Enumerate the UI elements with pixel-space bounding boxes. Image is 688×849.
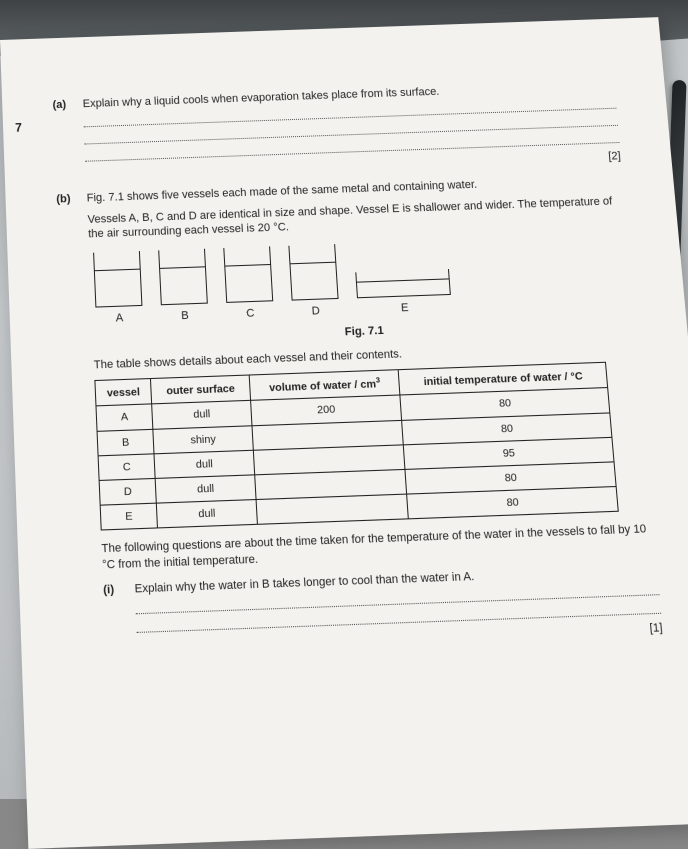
- water-level: [95, 269, 142, 307]
- water-level: [357, 279, 450, 298]
- vessel-a: A: [93, 251, 143, 327]
- table-cell: dull: [155, 475, 256, 503]
- vessel-d: D: [288, 244, 339, 320]
- table-header-cell: vessel: [95, 378, 152, 406]
- table-header-cell: outer surface: [151, 375, 251, 405]
- table-cell: B: [97, 429, 154, 456]
- vessel-box: [93, 251, 142, 308]
- part-a-body: Explain why a liquid cools when evaporat…: [82, 79, 621, 183]
- vessel-e: E: [355, 269, 452, 318]
- water-level: [160, 267, 207, 305]
- exam-paper: 7 (a) Explain why a liquid cools when ev…: [0, 17, 688, 849]
- figure-vessels-row: A B C D E: [89, 234, 634, 328]
- table-cell: C: [98, 454, 155, 481]
- table-cell: dull: [154, 450, 254, 478]
- part-b: (b) Fig. 7.1 shows five vessels each mad…: [56, 172, 663, 658]
- vessel-b: B: [158, 249, 209, 325]
- vessel-box: [355, 269, 451, 298]
- vessel-label: B: [181, 309, 189, 325]
- question-number: 7: [15, 119, 22, 136]
- table-cell: dull: [152, 401, 252, 429]
- part-a: (a) Explain why a liquid cools when evap…: [52, 79, 621, 184]
- part-a-label: (a): [52, 97, 78, 183]
- table-cell: A: [96, 404, 153, 431]
- table-cell: shiny: [153, 425, 253, 453]
- table-cell: D: [99, 478, 156, 505]
- water-level: [225, 264, 272, 302]
- vessel-label: C: [246, 306, 255, 322]
- table-cell: E: [100, 503, 158, 530]
- vessel-label: E: [400, 301, 409, 317]
- vessel-c: C: [223, 247, 274, 323]
- part-b-body: Fig. 7.1 shows five vessels each made of…: [86, 172, 663, 657]
- sub-part-i: (i) Explain why the water in B takes lon…: [103, 562, 663, 656]
- vessel-label: A: [115, 311, 123, 327]
- table-cell: [256, 494, 409, 524]
- vessel-label: D: [311, 304, 320, 320]
- vessel-box: [223, 247, 273, 304]
- vessel-box: [288, 244, 338, 301]
- sub-i-label: (i): [103, 582, 129, 657]
- table-cell: dull: [157, 500, 258, 529]
- vessel-box: [158, 249, 208, 306]
- sub-i-body: Explain why the water in B takes longer …: [134, 562, 663, 655]
- water-level: [290, 262, 337, 300]
- vessel-table: vesselouter surfacevolume of water / cm3…: [94, 361, 619, 530]
- table-body: Adull20080Bshiny80Cdull95Ddull80Edull80: [96, 388, 618, 530]
